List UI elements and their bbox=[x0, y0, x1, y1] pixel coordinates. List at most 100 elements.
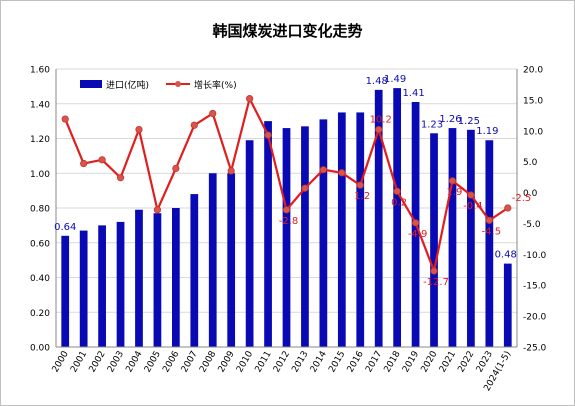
y-left-tick-label: 1.20 bbox=[30, 135, 50, 145]
bar bbox=[190, 194, 199, 347]
x-tick-label: 2003 bbox=[106, 350, 126, 375]
x-tick-label: 2022 bbox=[456, 350, 476, 375]
bar-data-label: 1.25 bbox=[458, 116, 480, 127]
legend-label-growth: 增长率(%) bbox=[194, 79, 237, 91]
bar bbox=[79, 230, 88, 347]
legend-swatch-import bbox=[80, 80, 102, 88]
y-left-tick-label: 0.60 bbox=[30, 239, 50, 249]
x-tick-label: 2019 bbox=[401, 349, 421, 374]
bar bbox=[227, 173, 236, 347]
legend-label-import: 进口(亿吨) bbox=[106, 79, 149, 91]
y-right-tick-label: -10.0 bbox=[523, 251, 547, 261]
bar bbox=[171, 208, 180, 347]
line-point bbox=[80, 159, 88, 168]
bar bbox=[356, 112, 365, 347]
bar bbox=[374, 89, 383, 347]
bar bbox=[135, 209, 143, 347]
line-point bbox=[98, 156, 106, 164]
line-data-label: 1.9 bbox=[447, 187, 463, 198]
line-data-label: -2.8 bbox=[279, 216, 299, 227]
x-tick-label: 2007 bbox=[180, 350, 200, 375]
bar bbox=[503, 263, 512, 347]
x-tick-label: 2002 bbox=[88, 350, 108, 375]
bar-data-label: 0.48 bbox=[495, 250, 517, 261]
bar bbox=[264, 121, 272, 347]
bar bbox=[337, 112, 346, 347]
bar bbox=[245, 140, 254, 347]
x-tick-label: 2005 bbox=[143, 350, 163, 375]
x-tick-label: 2012 bbox=[272, 350, 292, 375]
bar bbox=[485, 140, 494, 347]
bar-data-label: 1.19 bbox=[476, 126, 498, 137]
bar-data-label: 1.41 bbox=[402, 88, 424, 99]
line-point bbox=[209, 109, 217, 118]
line-point bbox=[319, 166, 327, 174]
x-tick-label: 2011 bbox=[254, 350, 274, 375]
line-data-label: -4.5 bbox=[482, 226, 502, 237]
y-left-tick-label: 1.00 bbox=[30, 170, 50, 180]
x-tick-label: 2021 bbox=[438, 350, 458, 375]
y-left-tick-label: 0.80 bbox=[30, 205, 50, 215]
x-tick-label: 2017 bbox=[364, 350, 384, 375]
y-right-tick-label: -5.0 bbox=[523, 220, 541, 230]
y-right-tick-label: 0.0 bbox=[523, 189, 538, 199]
bar bbox=[282, 128, 291, 347]
line-point bbox=[264, 131, 272, 139]
y-right-tick-label: 20.0 bbox=[523, 66, 543, 76]
line-point bbox=[411, 219, 420, 227]
line-point bbox=[430, 267, 438, 275]
line-point bbox=[153, 206, 162, 214]
legend: 进口(亿吨) 增长率(%) bbox=[80, 79, 237, 91]
line-data-label: -4.9 bbox=[408, 229, 428, 240]
bar bbox=[116, 221, 125, 347]
y-right-tick-label: -15.0 bbox=[523, 282, 547, 292]
x-tick-label: 2001 bbox=[69, 350, 89, 375]
bar bbox=[301, 126, 309, 348]
line-point bbox=[504, 204, 512, 212]
line-point bbox=[172, 164, 180, 173]
line-point bbox=[356, 181, 364, 189]
x-tick-label: 2018 bbox=[383, 349, 403, 374]
bar bbox=[153, 213, 162, 347]
line-point bbox=[61, 115, 69, 123]
line-point bbox=[301, 184, 309, 192]
x-tick-label: 2006 bbox=[161, 349, 181, 374]
bar-data-label: 1.26 bbox=[439, 114, 461, 125]
line-data-label: -0.4 bbox=[463, 201, 483, 212]
y-right-tick-label: 10.0 bbox=[523, 127, 543, 137]
bar bbox=[208, 173, 217, 347]
line-data-label: -12.7 bbox=[423, 277, 449, 288]
y-left-tick-label: 0.20 bbox=[30, 309, 50, 319]
line-point bbox=[282, 206, 291, 214]
y-left-tick-label: 0.00 bbox=[30, 344, 50, 354]
line-point bbox=[246, 95, 254, 103]
line-point bbox=[375, 125, 383, 134]
x-tick-label: 2020 bbox=[420, 349, 440, 374]
bar-data-label: 1.49 bbox=[384, 74, 406, 85]
y-left-tick-label: 1.60 bbox=[30, 66, 50, 76]
bar-data-label: 1.48 bbox=[366, 76, 388, 87]
bar bbox=[98, 225, 106, 347]
bar bbox=[448, 128, 457, 347]
x-tick-label: 2010 bbox=[235, 349, 255, 374]
x-tick-label: 2015 bbox=[327, 350, 347, 375]
line-point bbox=[467, 191, 475, 199]
bar bbox=[393, 88, 402, 348]
x-tick-label: 2004 bbox=[124, 349, 144, 374]
bar bbox=[61, 235, 70, 347]
bar bbox=[467, 129, 475, 347]
line-point bbox=[448, 177, 457, 185]
x-tick-label: 2009 bbox=[217, 349, 237, 374]
legend-marker-growth bbox=[175, 81, 181, 87]
y-right-tick-label: 15.0 bbox=[523, 96, 543, 106]
y-right-tick-label: 5.0 bbox=[523, 158, 538, 168]
bar bbox=[430, 133, 438, 347]
line-data-label: -2.5 bbox=[512, 193, 532, 204]
x-tick-label: 2000 bbox=[51, 349, 71, 374]
line-point bbox=[190, 121, 198, 129]
data-labels: 0.64 1.481.49 1.41 1.231.261.251.19 0.48 -2.8… bbox=[54, 74, 531, 288]
line-point bbox=[393, 187, 401, 195]
x-tick-label: 2013 bbox=[290, 350, 310, 375]
chart-title: 韩国煤炭进口变化走势 bbox=[212, 22, 363, 40]
